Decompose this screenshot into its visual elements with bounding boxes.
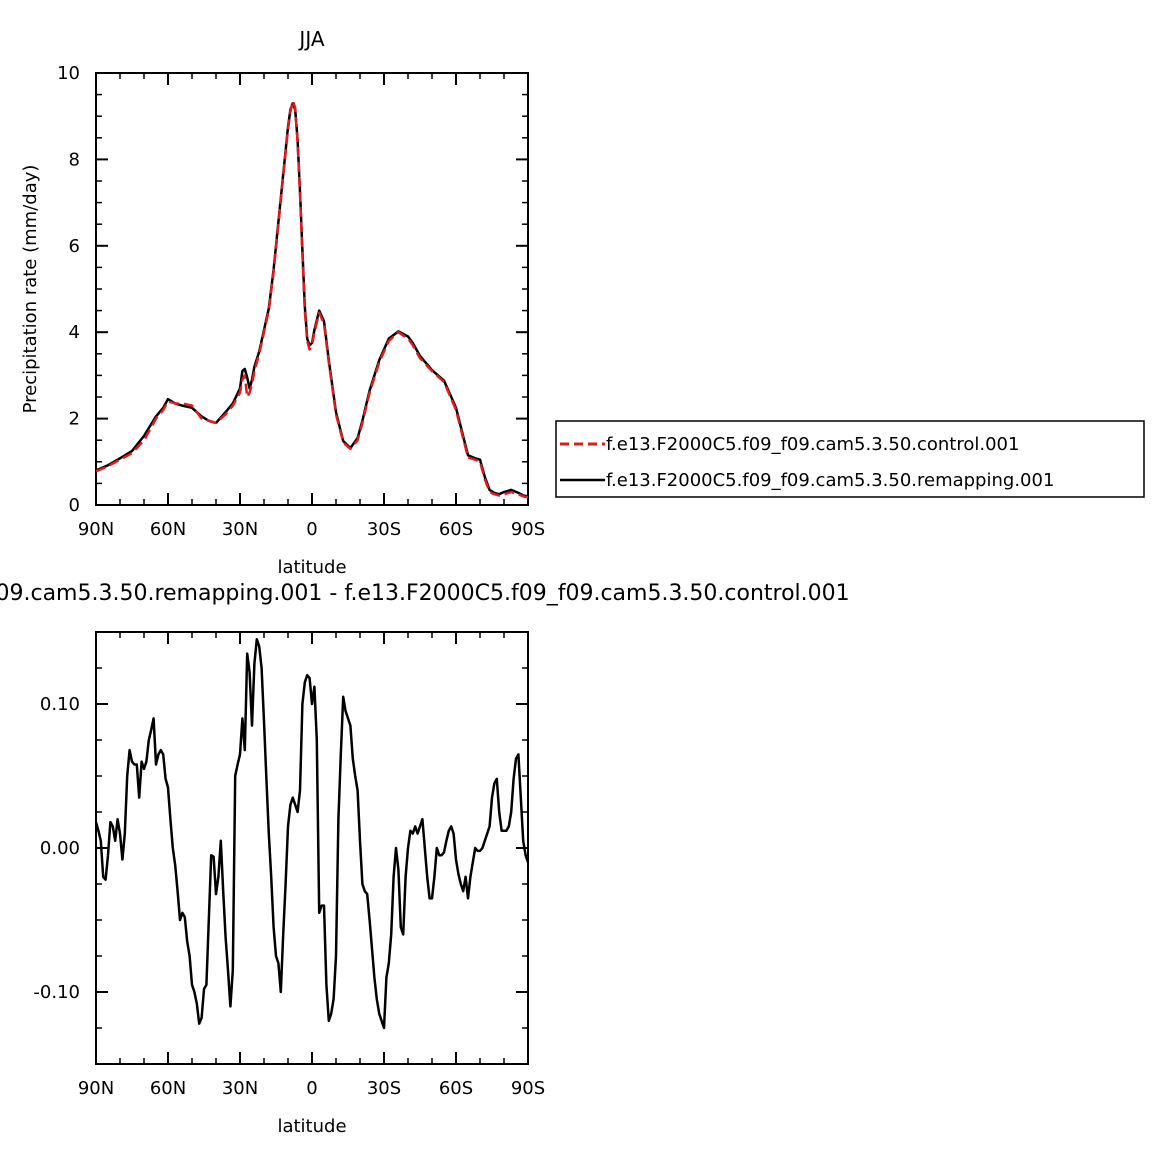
bottom-axis-ticks: 90N 60N 30N 0 30S 60S 90S -0.10 0.00 0.10 <box>33 631 545 1099</box>
bottom-x-tick-label: 30S <box>367 1078 401 1099</box>
top-x-tick-label: 90N <box>78 519 114 540</box>
legend: f.e13.F2000C5.f09_f09.cam5.3.50.control.… <box>555 420 1145 498</box>
bottom-x-tick-label: 30N <box>222 1078 258 1099</box>
bottom-x-tick-label: 90S <box>511 1078 545 1099</box>
bottom-y-tick-label: 0.00 <box>40 838 80 859</box>
top-chart-title: JJA <box>297 27 324 51</box>
precipitation-panel: JJA Precipitation rate (mm/day) latitude… <box>20 27 545 578</box>
bottom-y-tick-label: -0.10 <box>33 982 80 1003</box>
top-x-tick-label: 30N <box>222 519 258 540</box>
top-y-tick-label: 2 <box>69 409 80 430</box>
bottom-series-layer <box>94 637 530 1030</box>
bottom-chart-title: f.e13.F2000C5.f09_f09.cam5.3.50.remappin… <box>0 581 850 606</box>
bottom-x-tick-label: 0 <box>306 1078 317 1099</box>
bottom-x-tick-label: 90N <box>78 1078 114 1099</box>
top-chart-ylabel: Precipitation rate (mm/day) <box>20 165 41 414</box>
top-y-tick-label: 10 <box>57 63 80 84</box>
top-x-tick-label: 60S <box>439 519 473 540</box>
top-x-tick-label: 30S <box>367 519 401 540</box>
top-chart-xlabel: latitude <box>277 557 346 578</box>
bottom-x-tick-label: 60N <box>150 1078 186 1099</box>
difference-panel: f.e13.F2000C5.f09_f09.cam5.3.50.remappin… <box>0 581 850 1137</box>
top-series-line-control <box>95 99 529 499</box>
legend-box <box>555 420 1145 498</box>
top-y-tick-label: 0 <box>69 495 80 516</box>
top-axis-ticks: 90N 60N 30N 0 30S 60S 90S 0 2 4 6 8 10 <box>57 63 545 540</box>
top-y-tick-label: 6 <box>69 236 80 257</box>
legend-label-control: f.e13.F2000C5.f09_f09.cam5.3.50.control.… <box>606 434 1019 455</box>
legend-label-remapping: f.e13.F2000C5.f09_f09.cam5.3.50.remappin… <box>606 470 1054 491</box>
top-x-tick-label: 0 <box>306 519 317 540</box>
top-x-tick-label: 60N <box>150 519 186 540</box>
bottom-y-tick-label: 0.10 <box>40 694 80 715</box>
top-x-tick-label: 90S <box>511 519 545 540</box>
top-y-tick-label: 4 <box>69 322 80 343</box>
top-y-tick-label: 8 <box>69 149 80 170</box>
bottom-x-tick-label: 60S <box>439 1078 473 1099</box>
top-series-layer <box>95 99 529 499</box>
bottom-chart-xlabel: latitude <box>277 1116 346 1137</box>
bottom-series-line-difference <box>94 637 530 1030</box>
